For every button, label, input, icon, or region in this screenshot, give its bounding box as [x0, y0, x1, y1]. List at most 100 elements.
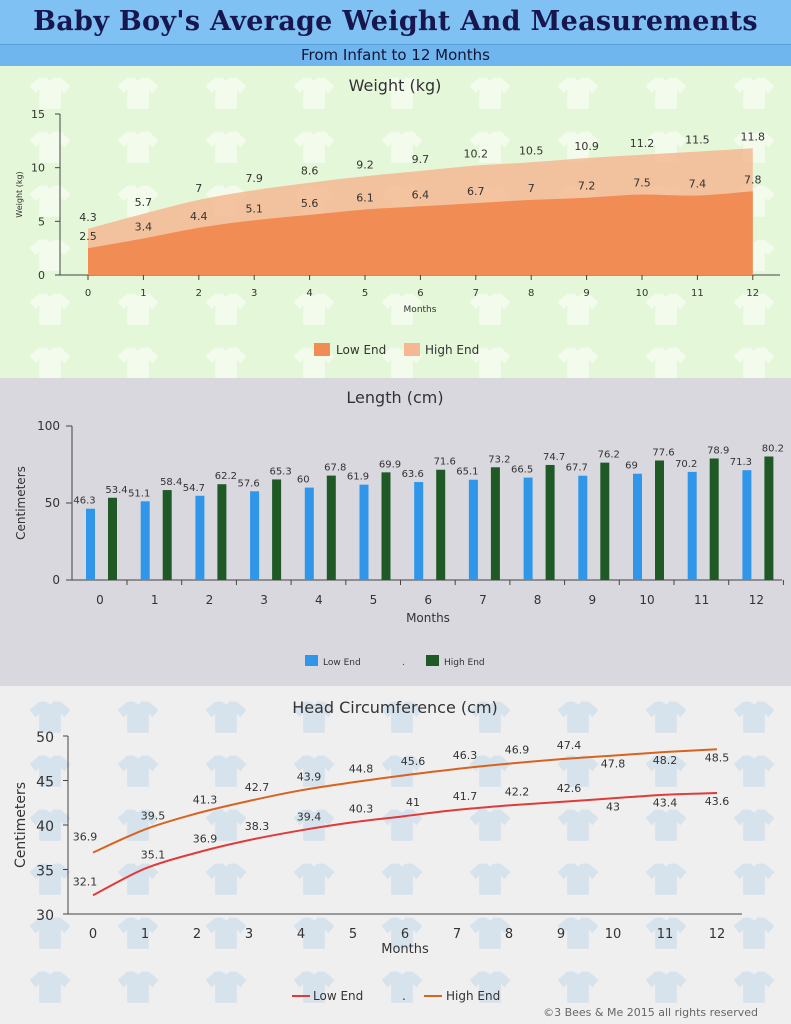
length-low-value-label: 66.5: [511, 465, 533, 476]
weight-low-area: [88, 191, 753, 275]
head-low-value-label: 41.7: [453, 790, 478, 803]
head-high-value-label: 41.3: [193, 793, 218, 806]
head-y-axis-label: Centimeters: [13, 782, 29, 868]
length-low-value-label: 61.9: [347, 472, 369, 483]
head-low-value-label: 42.6: [557, 782, 582, 795]
tshirt-icon: [293, 293, 335, 325]
tshirt-icon: [29, 971, 71, 1003]
weight-legend-label-high: High End: [425, 343, 479, 357]
tshirt-icon: [733, 701, 775, 733]
length-high-value-label: 74.7: [543, 452, 565, 463]
length-x-tick-label: 11: [694, 593, 709, 607]
tshirt-icon: [733, 809, 775, 841]
tshirt-icon: [733, 77, 775, 109]
length-high-bar: [764, 456, 774, 580]
tshirt-icon: [557, 971, 599, 1003]
tshirt-icon: [381, 971, 423, 1003]
weight-low-value-label: 7.8: [744, 173, 762, 186]
weight-x-axis-label: Months: [404, 305, 437, 315]
weight-x-tick-label: 3: [251, 288, 257, 299]
length-low-bar: [468, 479, 478, 580]
length-x-tick-label: 0: [96, 593, 104, 607]
tshirt-icon: [29, 917, 71, 949]
length-low-bar: [304, 487, 314, 580]
tshirt-icon: [117, 971, 159, 1003]
length-high-value-label: 77.6: [652, 447, 674, 458]
weight-y-tick-label: 15: [31, 108, 45, 121]
tshirt-icon: [205, 347, 247, 378]
subtitle: From Infant to 12 Months: [300, 46, 490, 64]
weight-x-tick-label: 10: [636, 288, 649, 299]
title-bar: Baby Boy's Average Weight And Measuremen…: [0, 0, 791, 44]
length-legend-swatch-low: [305, 655, 318, 666]
head-legend-label-low: Low End: [313, 989, 363, 1003]
head-x-tick-label: 5: [349, 927, 357, 942]
length-high-value-label: 80.2: [762, 443, 784, 454]
length-x-tick-label: 9: [588, 593, 596, 607]
head-high-value-label: 48.2: [653, 754, 678, 767]
tshirt-icon: [117, 293, 159, 325]
length-y-axis-label: Centimeters: [14, 466, 28, 540]
weight-x-tick-label: 8: [528, 288, 534, 299]
tshirt-icon: [557, 293, 599, 325]
tshirt-icon: [117, 131, 159, 163]
length-low-value-label: 63.6: [402, 469, 424, 480]
length-high-bar: [326, 475, 336, 580]
tshirt-icon: [469, 809, 511, 841]
head-high-value-label: 46.3: [453, 749, 478, 762]
weight-low-value-label: 7.4: [689, 178, 707, 191]
length-high-bar: [655, 460, 664, 580]
weight-x-tick-label: 9: [583, 288, 589, 299]
length-low-bar: [742, 470, 752, 580]
tshirt-icon: [205, 863, 247, 895]
tshirt-icon: [29, 701, 71, 733]
tshirt-icon: [645, 971, 687, 1003]
length-x-tick-label: 6: [424, 593, 432, 607]
head-low-value-label: 32.1: [73, 875, 98, 888]
weight-x-tick-label: 4: [306, 288, 312, 299]
head-low-value-label: 40.3: [349, 802, 374, 815]
tshirt-icon: [117, 755, 159, 787]
tshirt-icon: [29, 347, 71, 378]
length-high-bar: [381, 472, 391, 580]
tshirt-icon: [557, 917, 599, 949]
length-high-value-label: 67.8: [324, 463, 346, 474]
length-x-tick-label: 8: [534, 593, 542, 607]
head-x-tick-label: 7: [453, 927, 461, 942]
length-x-tick-label: 1: [151, 593, 159, 607]
head-low-value-label: 39.4: [297, 810, 322, 823]
length-x-tick-label: 4: [315, 593, 323, 607]
subtitle-bar: From Infant to 12 Months: [0, 44, 791, 66]
length-x-tick-label: 12: [749, 593, 764, 607]
length-low-value-label: 51.1: [128, 488, 150, 499]
length-high-bar: [217, 484, 227, 580]
tshirt-icon: [733, 917, 775, 949]
weight-x-tick-label: 1: [140, 288, 146, 299]
tshirt-icon: [29, 239, 71, 271]
length-low-bar: [140, 501, 150, 580]
tshirt-icon: [29, 809, 71, 841]
head-low-value-label: 41: [406, 796, 420, 809]
main-title: Baby Boy's Average Weight And Measuremen…: [33, 6, 758, 37]
weight-x-tick-label: 5: [362, 288, 368, 299]
weight-low-value-label: 6.7: [467, 185, 485, 198]
tshirt-icon: [733, 863, 775, 895]
length-high-bar: [272, 479, 282, 580]
length-high-bar: [108, 497, 117, 580]
length-high-bar: [709, 458, 719, 580]
head-x-axis-label: Months: [381, 942, 429, 957]
length-low-bar: [359, 484, 369, 580]
tshirt-icon: [205, 809, 247, 841]
head-low-value-label: 43.4: [653, 797, 678, 810]
length-high-value-label: 53.4: [105, 485, 127, 496]
length-low-value-label: 71.3: [730, 457, 752, 468]
tshirt-icon: [205, 917, 247, 949]
head-high-value-label: 44.8: [349, 762, 374, 775]
length-high-bar: [490, 467, 500, 580]
head-low-value-label: 36.9: [193, 833, 218, 846]
length-low-bar: [250, 491, 260, 580]
length-high-value-label: 78.9: [707, 445, 729, 456]
weight-panel: Weight (kg) 0 5 10 15 Weight (kg) 0 1 2 3 4 5 6 7 8 9 10…: [0, 66, 791, 378]
head-high-value-label: 36.9: [73, 831, 98, 844]
